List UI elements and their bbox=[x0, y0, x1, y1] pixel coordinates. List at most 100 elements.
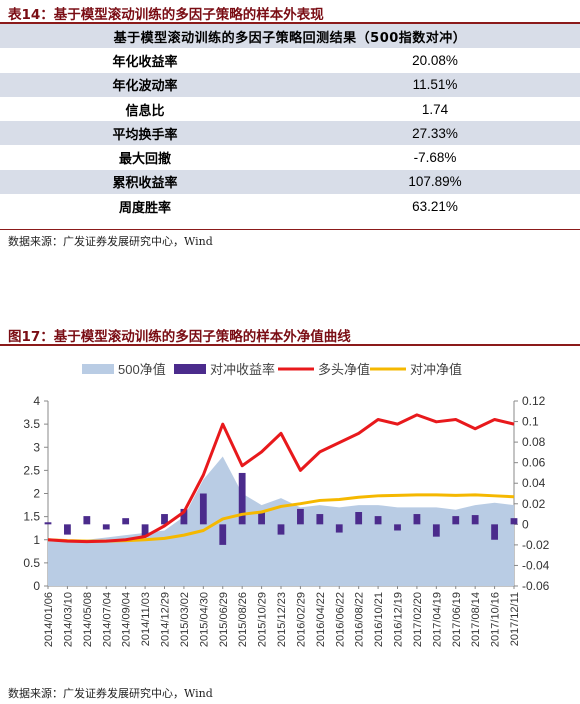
x-tick-label: 2015/04/30 bbox=[198, 592, 210, 647]
row-value: -7.68% bbox=[413, 150, 457, 166]
hedge-return-bar bbox=[161, 514, 168, 525]
table-row: 信息比 1.74 bbox=[0, 97, 580, 121]
row-value: 63.21% bbox=[412, 198, 458, 214]
row-label: 信息比 bbox=[125, 103, 165, 119]
legend-label: 多头净值 bbox=[318, 362, 370, 377]
left-tick-label: 2.5 bbox=[23, 463, 40, 477]
row-value: 11.51% bbox=[290, 72, 580, 97]
hedge-return-bar bbox=[413, 514, 421, 525]
row-label: 年化收益率 bbox=[112, 54, 178, 70]
area-500-nav bbox=[48, 456, 514, 586]
hedge-return-bar bbox=[335, 524, 343, 533]
left-tick-label: 4 bbox=[33, 394, 40, 408]
row-label: 周度胜率 bbox=[118, 200, 171, 216]
x-tick-label: 2014/12/29 bbox=[160, 592, 172, 647]
figure-title: 图17：基于模型滚动训练的多因子策略的样本外净值曲线 bbox=[8, 329, 351, 345]
right-tick-label: 0 bbox=[522, 517, 529, 531]
x-tick-label: 2016/06/22 bbox=[334, 592, 346, 647]
left-tick-label: 3 bbox=[33, 440, 40, 454]
tick-labels: 0 0.5 1 1.5 2 2.5 3 3.5 4 -0.06 -0.04 -0.02 0 0.02 0.0… bbox=[23, 394, 549, 647]
hedge-return-bar bbox=[452, 516, 460, 525]
hedge-return-bar bbox=[238, 472, 246, 525]
right-tick-label: -0.02 bbox=[522, 538, 550, 552]
x-tick-label: 2014/11/03 bbox=[140, 592, 152, 646]
hedge-return-bar bbox=[258, 512, 265, 525]
left-tick-label: 1 bbox=[33, 533, 40, 547]
table-title-rule bbox=[0, 22, 580, 24]
x-tick-label: 2016/08/22 bbox=[354, 592, 366, 647]
table-row: 周度胜率 63.21% bbox=[0, 194, 580, 218]
legend-label: 500净值 bbox=[118, 362, 166, 377]
x-tick-label: 2014/01/06 bbox=[43, 592, 55, 647]
right-tick-label: 0.02 bbox=[522, 497, 546, 511]
legend-swatch-area bbox=[82, 364, 114, 374]
x-tick-label: 2014/03/10 bbox=[62, 592, 74, 647]
hedge-return-bar bbox=[141, 524, 149, 537]
hedge-return-bar bbox=[199, 493, 207, 525]
right-tick-label: 0.12 bbox=[522, 394, 546, 408]
row-label: 最大回撤 bbox=[118, 152, 171, 168]
legend-label: 对冲收益率 bbox=[210, 362, 275, 377]
figure-source-note: 数据来源：广发证券发展研究中心，Wind bbox=[8, 687, 213, 700]
hedge-return-bar bbox=[297, 508, 304, 525]
hedge-return-bar bbox=[277, 524, 285, 535]
row-label: 累积收益率 bbox=[0, 169, 290, 195]
x-tick-label: 2017/04/19 bbox=[431, 592, 443, 647]
x-tick-label: 2015/06/29 bbox=[218, 592, 230, 647]
left-tick-label: 0 bbox=[33, 579, 40, 593]
area-series bbox=[48, 456, 514, 586]
x-tick-label: 2017/10/16 bbox=[490, 592, 502, 647]
hedge-return-bar bbox=[316, 514, 324, 525]
hedge-return-bar bbox=[102, 524, 110, 530]
row-label: 年化波动率 bbox=[0, 72, 290, 97]
right-tick-label: 0.1 bbox=[522, 415, 539, 429]
table-header: 基于模型滚动训练的多因子策略回测结果（500指数对冲） bbox=[0, 24, 580, 49]
results-table: 基于模型滚动训练的多因子策略回测结果（500指数对冲） 年化收益率 20.08%… bbox=[0, 24, 580, 218]
x-tick-label: 2015/08/26 bbox=[237, 592, 249, 647]
left-tick-label: 1.5 bbox=[23, 510, 40, 524]
left-tick-label: 2 bbox=[33, 487, 40, 501]
right-tick-label: 0.08 bbox=[522, 435, 546, 449]
hedge-return-bar bbox=[122, 518, 130, 525]
table-bottom-rule bbox=[0, 229, 580, 230]
hedge-return-bar bbox=[510, 518, 518, 525]
hedge-return-bar bbox=[64, 524, 71, 535]
x-tick-label: 2017/08/14 bbox=[470, 592, 482, 647]
bar-series bbox=[44, 472, 518, 545]
row-value: 1.74 bbox=[421, 101, 449, 117]
hedge-return-bar bbox=[83, 516, 91, 525]
legend-label: 对冲净值 bbox=[410, 362, 462, 377]
line-series bbox=[47, 413, 515, 544]
row-value: 20.08% bbox=[412, 52, 458, 68]
x-tick-label: 2017/06/19 bbox=[451, 592, 463, 647]
row-value: 27.33% bbox=[290, 121, 580, 146]
hedge-return-bar bbox=[491, 524, 498, 540]
table-row: 最大回撤 -7.68% bbox=[0, 145, 580, 169]
hedge-return-bar bbox=[180, 508, 188, 525]
hedge-return-bar bbox=[432, 524, 440, 537]
x-tick-label: 2014/05/08 bbox=[82, 592, 94, 647]
nav-chart: 500净值 对冲收益率 多头净值 对冲净值 0 0.5 1 1.5 2 2.5 3 3.5 4 -0.0… bbox=[23, 362, 549, 647]
left-tick-label: 0.5 bbox=[23, 556, 40, 570]
x-tick-label: 2015/10/29 bbox=[257, 592, 269, 647]
right-tick-label: 0.06 bbox=[522, 456, 546, 470]
row-label: 平均换手率 bbox=[0, 121, 290, 146]
right-tick-label: -0.04 bbox=[522, 558, 550, 572]
table-row: 平均换手率 27.33% bbox=[0, 121, 580, 146]
line-long-nav bbox=[47, 413, 515, 544]
x-tick-label: 2014/07/04 bbox=[101, 592, 113, 647]
hedge-return-bar bbox=[219, 524, 227, 545]
right-tick-label: 0.04 bbox=[522, 476, 546, 490]
table-row: 年化波动率 11.51% bbox=[0, 72, 580, 97]
x-tick-label: 2015/03/02 bbox=[179, 592, 191, 647]
hedge-return-bar bbox=[471, 515, 479, 525]
hedge-return-bar bbox=[355, 512, 363, 525]
hedge-return-bar bbox=[374, 516, 382, 525]
table-row: 年化收益率 20.08% bbox=[0, 48, 580, 72]
right-tick-label: -0.06 bbox=[522, 579, 550, 593]
table-header-row: 基于模型滚动训练的多因子策略回测结果（500指数对冲） bbox=[0, 24, 580, 49]
hedge-return-bar bbox=[394, 524, 401, 531]
left-tick-label: 3.5 bbox=[23, 417, 40, 431]
figure-title-rule bbox=[0, 344, 580, 346]
table-source-note: 数据来源：广发证券发展研究中心，Wind bbox=[8, 235, 213, 248]
